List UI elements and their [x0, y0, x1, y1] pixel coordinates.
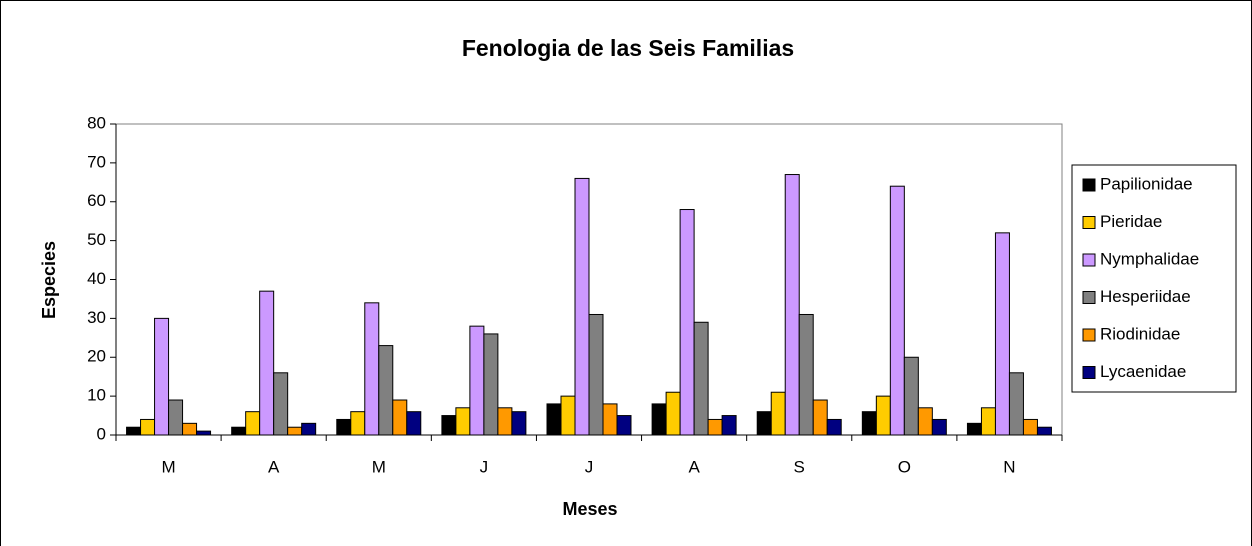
bar [980, 407, 996, 436]
bar [602, 403, 618, 436]
bar [826, 418, 842, 436]
bar [441, 415, 457, 436]
x-tick-label: J [480, 457, 489, 476]
legend-swatch [1082, 328, 1096, 342]
legend-swatch [1082, 253, 1096, 267]
bar [273, 372, 289, 436]
bar [560, 395, 576, 436]
x-axis-label: Meses [562, 499, 617, 519]
bar [1022, 418, 1038, 436]
x-tick-label: S [794, 457, 805, 476]
legend-swatch [1082, 178, 1096, 192]
y-tick-label: 80 [87, 113, 106, 132]
bar [245, 411, 261, 436]
bar [784, 174, 800, 436]
bar [812, 399, 828, 436]
bar [378, 345, 394, 436]
bar [798, 313, 814, 436]
bar [665, 391, 681, 436]
x-tick-label: M [161, 457, 175, 476]
bar [966, 422, 982, 436]
bar [903, 356, 919, 436]
bar [259, 290, 275, 436]
bar [770, 391, 786, 436]
bar [616, 415, 632, 436]
bar [483, 333, 499, 436]
bar [469, 325, 485, 436]
bar [140, 418, 156, 436]
bar [546, 403, 562, 436]
y-tick-label: 60 [87, 191, 106, 210]
bar [994, 232, 1010, 436]
bar [875, 395, 891, 436]
x-tick-label: M [372, 457, 386, 476]
bar [406, 411, 422, 436]
bar [861, 411, 877, 436]
bar [889, 185, 905, 436]
x-tick-label: A [268, 457, 280, 476]
x-tick-label: O [898, 457, 911, 476]
bar [588, 313, 604, 436]
bar [336, 418, 352, 436]
x-tick-label: N [1003, 457, 1015, 476]
y-axis-label: Especies [39, 241, 59, 319]
bar [917, 407, 933, 436]
bar [364, 302, 380, 436]
bar [168, 399, 184, 436]
x-tick-label: A [688, 457, 700, 476]
y-tick-label: 20 [87, 347, 106, 366]
bar [182, 422, 198, 436]
bar [392, 399, 408, 436]
legend-box [1071, 164, 1237, 393]
bar [231, 426, 247, 436]
legend-label: Riodinidae [1100, 324, 1180, 343]
legend-label: Nymphalidae [1100, 249, 1199, 268]
y-tick-label: 0 [97, 424, 106, 443]
bar [1036, 426, 1052, 436]
bar [931, 418, 947, 436]
legend-label: Hesperiidae [1100, 287, 1191, 306]
bar [651, 403, 667, 436]
legend-label: Pieridae [1100, 212, 1162, 231]
bar [154, 317, 170, 436]
bar [455, 407, 471, 436]
bar [693, 321, 709, 436]
bar [1008, 372, 1024, 436]
x-tick-label: J [585, 457, 594, 476]
y-tick-label: 30 [87, 308, 106, 327]
legend-label: Papilionidae [1100, 174, 1193, 193]
bar [511, 411, 527, 436]
bar [126, 426, 142, 436]
legend-swatch [1082, 216, 1096, 229]
legend-swatch [1082, 366, 1096, 379]
bar [756, 411, 772, 436]
y-tick-label: 10 [87, 386, 106, 405]
bar [301, 422, 317, 436]
bar [574, 177, 590, 436]
bar [721, 415, 737, 436]
legend-label: Lycaenidae [1100, 362, 1186, 381]
y-tick-label: 70 [87, 152, 106, 171]
y-tick-label: 50 [87, 230, 106, 249]
bar [707, 418, 723, 436]
chart-title: Fenologia de las Seis Familias [462, 35, 794, 61]
bar [196, 430, 212, 436]
legend-swatch [1082, 291, 1096, 304]
bar [497, 407, 513, 436]
bar [679, 209, 695, 436]
y-tick-label: 40 [87, 269, 106, 288]
bar [287, 426, 303, 436]
bar [350, 411, 366, 436]
